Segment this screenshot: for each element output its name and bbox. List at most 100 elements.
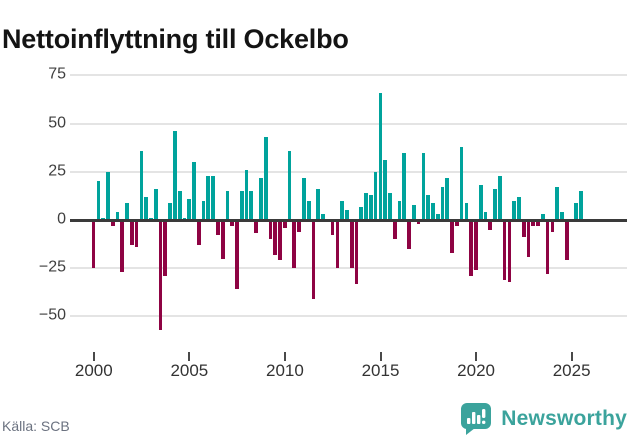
- bar-2006-q3: [216, 220, 220, 236]
- bar-2015-q4: [392, 220, 397, 240]
- bar-2017-q1: [416, 220, 421, 224]
- bar-2005-q3: [196, 220, 201, 246]
- x-axis-label-2000: 2000: [74, 361, 113, 380]
- bar-2011-q2: [306, 200, 311, 220]
- bar-2022-q2: [517, 196, 521, 220]
- bar-2023-q1: [531, 220, 536, 226]
- bar-2021-q3: [502, 220, 507, 280]
- y-axis-label--50: −50: [38, 306, 66, 324]
- x-axis-label-2020: 2020: [457, 361, 495, 380]
- bar-2010-q2: [287, 150, 292, 220]
- bar-2007-q4: [239, 191, 244, 220]
- bar-2004-q3: [177, 191, 182, 220]
- bar-2008-q1: [244, 169, 249, 220]
- bar-2009-q2: [268, 220, 273, 240]
- bar-2015-q1: [378, 92, 383, 220]
- bar-2008-q4: [259, 177, 263, 220]
- bar-2014-q1: [359, 206, 364, 220]
- bar-2022-q4: [526, 220, 531, 257]
- x-axis-tick-2020: [475, 352, 478, 361]
- bar-2016-q1: [397, 200, 402, 220]
- gridline-y50: [70, 122, 627, 125]
- bar-2023-q3: [540, 214, 545, 220]
- bar-2009-q1: [263, 137, 268, 220]
- y-axis-label--25: −25: [38, 258, 66, 276]
- bar-2000-q2: [96, 181, 101, 220]
- bar-2005-q2: [192, 162, 196, 220]
- bar-2014-q4: [373, 171, 378, 220]
- bar-2018-q3: [445, 177, 450, 220]
- bar-2002-q2: [134, 220, 139, 247]
- bar-2001-q4: [125, 202, 129, 220]
- bar-2009-q3: [273, 220, 278, 255]
- gridline-y25: [70, 170, 627, 173]
- bar-2022-q3: [521, 220, 526, 238]
- bar-2018-q2: [440, 187, 445, 220]
- bar-2000-q1: [91, 220, 96, 269]
- x-axis-tick-2025: [570, 352, 573, 361]
- bar-2001-q1: [110, 220, 115, 226]
- bar-2024-q2: [555, 187, 559, 220]
- bar-2019-q1: [454, 220, 459, 226]
- bar-2013-q3: [349, 220, 354, 269]
- bar-2025-q2: [574, 202, 579, 220]
- bar-2024-q4: [564, 220, 569, 261]
- bar-2013-q4: [354, 220, 359, 284]
- x-axis-label-2025: 2025: [552, 361, 591, 380]
- x-axis-tick-2005: [188, 352, 191, 361]
- y-axis-label-0: 0: [57, 210, 66, 228]
- bar-2015-q3: [388, 193, 392, 220]
- x-axis-label-2015: 2015: [361, 361, 400, 380]
- bar-2001-q3: [120, 220, 125, 273]
- bar-2020-q1: [474, 220, 478, 271]
- bar-2016-q2: [402, 152, 407, 220]
- x-axis-label-2005: 2005: [170, 361, 209, 380]
- y-axis-label-50: 50: [48, 113, 66, 131]
- x-axis-tick-2015: [379, 352, 382, 361]
- bar-2017-q4: [431, 202, 435, 220]
- brand-name: Newsworthy: [501, 407, 627, 430]
- bar-2019-q4: [469, 220, 473, 276]
- bar-2010-q3: [292, 220, 297, 269]
- bar-2001-q2: [115, 212, 120, 220]
- gridline-y75: [70, 74, 627, 77]
- brand-lockup: Newsworthy: [459, 402, 627, 436]
- bar-2024-q3: [560, 212, 564, 220]
- bar-2013-q1: [340, 200, 344, 220]
- bar-2002-q1: [130, 220, 134, 246]
- zero-axis-line: [70, 218, 627, 222]
- x-axis-tick-2010: [283, 352, 286, 361]
- bar-2004-q1: [168, 202, 172, 220]
- bar-2008-q3: [254, 220, 258, 234]
- bar-2002-q4: [144, 196, 149, 220]
- bar-2019-q3: [464, 202, 469, 220]
- gridline-y-25: [70, 267, 627, 270]
- bar-2019-q2: [459, 146, 464, 220]
- bar-2004-q2: [173, 131, 177, 220]
- source-attribution: Källa: SCB: [2, 418, 70, 434]
- bar-2012-q4: [335, 220, 340, 269]
- bar-2020-q3: [483, 212, 488, 220]
- bar-2023-q4: [545, 220, 550, 274]
- bar-2018-q1: [435, 214, 440, 220]
- bar-2000-q4: [106, 171, 110, 220]
- bar-2005-q1: [187, 198, 192, 220]
- bar-2021-q4: [507, 220, 512, 282]
- bar-2008-q2: [249, 191, 254, 220]
- bar-2009-q4: [278, 220, 282, 261]
- bar-2010-q1: [282, 220, 287, 228]
- bar-2024-q1: [550, 220, 555, 232]
- bar-2020-q2: [478, 185, 483, 220]
- bar-2023-q2: [536, 220, 540, 226]
- bar-2007-q2: [230, 220, 235, 226]
- bar-2003-q3: [158, 220, 163, 330]
- bar-2017-q3: [426, 194, 430, 220]
- gridline-y-50: [70, 315, 627, 318]
- bar-2006-q2: [211, 175, 215, 220]
- bar-2011-q4: [316, 189, 321, 220]
- bar-2006-q1: [206, 175, 211, 220]
- bar-2014-q2: [364, 193, 368, 220]
- bar-2011-q3: [311, 220, 316, 300]
